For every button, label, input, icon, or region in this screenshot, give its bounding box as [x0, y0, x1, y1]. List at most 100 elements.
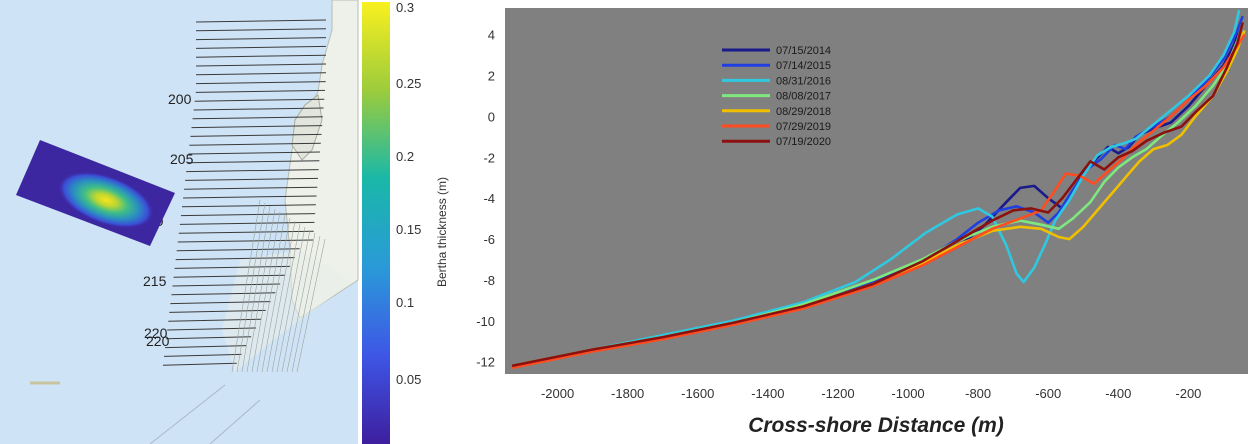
x-axis-label: Cross-shore Distance (m): [748, 414, 1004, 437]
y-axis: 4 2 0 -2 -4 -6 -8 -10 -12: [476, 28, 495, 370]
colorbar-ticks: 0.3 0.25 0.2 0.15 0.1 0.05: [396, 0, 421, 387]
x-tick-label: -600: [1035, 386, 1061, 401]
transect-line: [195, 28, 327, 32]
transect-line: [162, 362, 237, 366]
survey-grid-lines: [231, 199, 326, 373]
transect-line: [195, 37, 327, 41]
x-axis: -2000 -1800 -1600 -1400 -1200 -1000 -800 -600 -4…: [541, 386, 1201, 401]
transect-line: [167, 327, 257, 331]
y-tick-label: -2: [483, 150, 495, 165]
grid-line: [286, 232, 316, 373]
survey-grid-area: [222, 250, 352, 372]
grid-line: [251, 211, 281, 373]
transect-line: [187, 160, 320, 164]
y-tick-label: -4: [483, 191, 495, 206]
transect-label-205: 205: [170, 151, 194, 167]
series-line-07-19-2020: [511, 21, 1244, 368]
transect-line: [179, 221, 315, 225]
transect-line: [181, 204, 316, 208]
transect-line: [195, 19, 327, 23]
grid-line: [246, 208, 276, 373]
transect-label-220a: 220: [144, 325, 168, 341]
transect-line: [186, 169, 319, 173]
x-tick-label: -800: [965, 386, 991, 401]
grid-line: [291, 235, 321, 373]
y-tick-label: -8: [483, 273, 495, 288]
y-tick-label: -10: [476, 314, 495, 329]
x-tick-label: -2000: [541, 386, 574, 401]
legend-label: 08/29/2018: [776, 106, 831, 118]
transect-line: [166, 336, 252, 340]
colorbar-tick-label: 0.15: [396, 222, 421, 237]
transect-line: [192, 116, 323, 120]
legend-label: 07/15/2014: [776, 45, 831, 57]
colorbar-tick-label: 0.05: [396, 372, 421, 387]
grid-line: [276, 226, 306, 373]
transect-line: [194, 98, 325, 102]
faint-line: [149, 384, 226, 444]
transect-line: [195, 81, 326, 85]
transect-line: [164, 353, 242, 357]
transect-line: [195, 54, 327, 58]
transect-lines: [162, 19, 327, 366]
y-tick-label: 4: [488, 28, 495, 43]
x-tick-label: -1600: [681, 386, 714, 401]
legend-label: 07/14/2015: [776, 60, 831, 72]
colorbar-tick-label: 0.3: [396, 0, 414, 15]
grid-line: [281, 229, 311, 373]
transect-label-220b: 220: [146, 333, 170, 349]
colorbar: [362, 2, 390, 444]
y-tick-label: -12: [476, 355, 495, 370]
thickness-patch: [16, 140, 175, 246]
transect-map-panel: 200 205 210 215 220 220 0.3 0.: [0, 0, 449, 444]
series-line-08-31-2016: [511, 9, 1241, 368]
grid-line: [271, 223, 301, 373]
colorbar-tick-label: 0.1: [396, 295, 414, 310]
x-tick-label: -1000: [891, 386, 924, 401]
series-line-08-08-2017: [511, 21, 1244, 368]
transect-line: [193, 107, 324, 111]
legend-label: 08/31/2016: [776, 75, 831, 87]
faint-line: [209, 399, 261, 444]
transect-line: [171, 292, 276, 296]
profile-chart: 4 2 0 -2 -4 -6 -8 -10 -12 -2000 -1800 -1600 -1400 -1…: [450, 0, 1254, 444]
transect-line: [169, 309, 266, 313]
y-tick-label: -6: [483, 232, 495, 247]
y-tick-label: 0: [488, 109, 495, 124]
x-tick-label: -400: [1105, 386, 1131, 401]
transect-line: [185, 177, 318, 181]
transect-line: [165, 345, 247, 349]
colorbar-label: Bertha thickness (m): [435, 177, 449, 287]
legend-label: 07/29/2019: [776, 121, 831, 133]
transect-line: [178, 230, 314, 234]
transect-label-215: 215: [143, 273, 167, 289]
legend-label: 07/19/2020: [776, 136, 831, 148]
grid-line: [231, 199, 261, 373]
grid-line: [261, 217, 291, 373]
x-tick-label: -1800: [611, 386, 644, 401]
transect-line: [195, 89, 326, 93]
grid-line: [296, 238, 326, 373]
transect-line: [189, 142, 321, 146]
transect-line: [173, 274, 286, 278]
colorbar-tick-label: 0.2: [396, 149, 414, 164]
legend-label: 08/08/2017: [776, 91, 831, 103]
colorbar-tick-label: 0.25: [396, 76, 421, 91]
x-tick-label: -200: [1175, 386, 1201, 401]
transect-line: [195, 72, 327, 76]
grid-line: [266, 220, 296, 373]
series-lines: [511, 9, 1246, 370]
grid-line: [241, 205, 271, 373]
grid-line: [256, 214, 286, 373]
transect-line: [180, 213, 316, 217]
transect-line: [183, 195, 317, 199]
transect-line: [195, 45, 327, 49]
series-line-07-29-2019: [511, 33, 1246, 370]
transect-line: [175, 257, 295, 261]
y-tick-label: 2: [488, 68, 495, 83]
transect-line: [184, 186, 318, 190]
grid-line: [236, 202, 266, 373]
x-tick-label: -1200: [821, 386, 854, 401]
transect-line: [191, 125, 323, 129]
transect-label-200: 200: [168, 91, 192, 107]
